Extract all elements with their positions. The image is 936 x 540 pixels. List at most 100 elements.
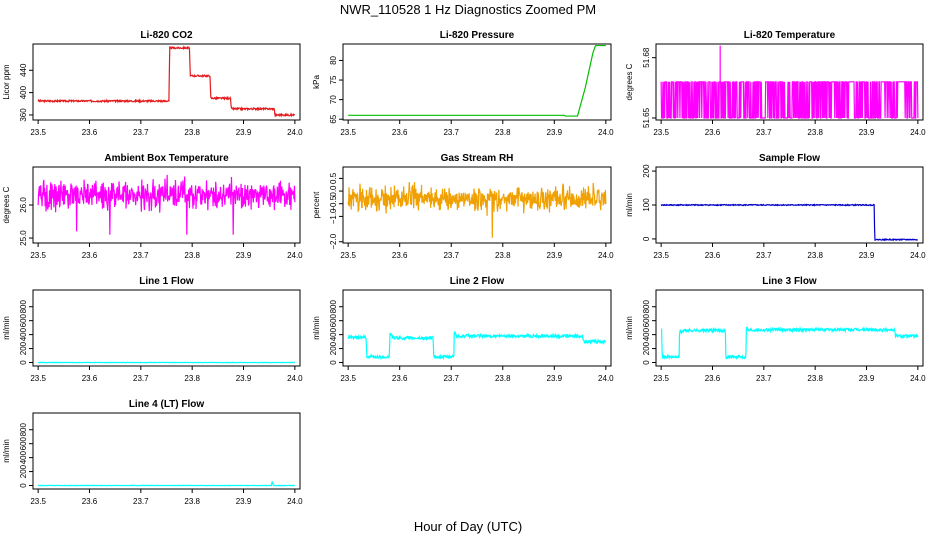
x-tick-label: 23.8 [495, 251, 511, 260]
x-tick-label: 23.7 [756, 251, 772, 260]
x-tick-label: 24.0 [910, 251, 926, 260]
panel-title: Line 3 Flow [762, 276, 817, 287]
x-tick-label: 23.7 [443, 251, 459, 260]
y-tick-label: 100 [642, 198, 651, 212]
x-tick-label: 23.5 [340, 374, 356, 383]
y-axis-label: Licor ppm [2, 64, 11, 99]
panel-1: Li-820 CO2 Licor ppm 23.5 23.6 23.7 23.8 23.9 2… [2, 30, 303, 137]
y-tick-label: 75 [329, 75, 338, 84]
panel-title: Li-820 Pressure [440, 30, 515, 41]
y-axis-label: ml/min [312, 316, 321, 340]
x-tick-label: 23.5 [340, 251, 356, 260]
x-tick-label: 24.0 [287, 251, 303, 260]
y-tick-label: −2.0 [329, 233, 338, 249]
x-tick-label: 23.6 [82, 251, 98, 260]
y-tick-label: 200 [19, 464, 28, 478]
plot-frame [655, 43, 924, 121]
x-tick-label: 23.8 [184, 374, 200, 383]
y-tick-label: 400 [329, 327, 338, 341]
y-axis-label: degrees C [2, 186, 11, 223]
x-tick-label: 23.9 [547, 251, 563, 260]
x-tick-label: 23.9 [236, 251, 252, 260]
x-tick-label: 23.7 [756, 128, 772, 137]
x-tick-label: 23.8 [184, 251, 200, 260]
y-tick-label: −0.5 [329, 195, 338, 211]
x-tick-label: 24.0 [910, 128, 926, 137]
y-tick-label: 0 [19, 360, 28, 365]
panel-title: Line 1 Flow [139, 276, 194, 287]
x-tick-label: 23.6 [392, 374, 408, 383]
panel-8: Line 2 Flow ml/min 23.5 23.6 23.7 23.8 23.9 24.… [312, 276, 614, 383]
panel-3: Li-820 Temperature degrees C 23.5 23.6 23.7 2… [625, 30, 926, 137]
y-tick-label: −1.0 [329, 208, 338, 224]
y-axis-label: ml/min [625, 316, 634, 340]
y-tick-label: 200 [19, 341, 28, 355]
figure-title: NWR_110528 1 Hz Diagnostics Zoomed PM [340, 2, 596, 17]
plot-frame [655, 289, 924, 367]
x-tick-label: 23.8 [184, 497, 200, 506]
x-tick-label: 23.5 [30, 128, 46, 137]
y-tick-label: 80 [329, 55, 338, 64]
y-tick-label: 800 [642, 300, 651, 314]
x-tick-label: 23.5 [653, 128, 669, 137]
figure-xlabel: Hour of Day (UTC) [414, 519, 522, 534]
y-tick-label: 200 [329, 341, 338, 355]
plot-frame [342, 166, 612, 244]
y-tick-label: 440 [19, 63, 28, 77]
x-tick-label: 23.9 [859, 128, 875, 137]
panel-title: Line 4 (LT) Flow [129, 399, 205, 410]
x-tick-label: 23.6 [392, 251, 408, 260]
panel-4: Ambient Box Temperature degrees C 23.5 23.6… [2, 153, 303, 260]
x-tick-label: 23.9 [547, 128, 563, 137]
y-tick-label: 200 [642, 341, 651, 355]
panel-title: Ambient Box Temperature [104, 153, 229, 164]
plot-frame [32, 412, 301, 490]
plot-frame [342, 43, 612, 121]
y-axis-label: ml/min [2, 316, 11, 340]
y-tick-label: 0 [329, 360, 338, 365]
x-tick-label: 24.0 [287, 128, 303, 137]
x-tick-label: 24.0 [287, 497, 303, 506]
y-tick-label: 800 [19, 300, 28, 314]
panel-title: Line 2 Flow [450, 276, 505, 287]
y-tick-label: 70 [329, 95, 338, 104]
series-line [37, 480, 295, 487]
y-tick-label: 0.5 [329, 172, 338, 184]
series-line [37, 174, 296, 235]
y-tick-label: 51.65 [642, 107, 651, 128]
x-tick-label: 23.5 [30, 497, 46, 506]
x-tick-label: 23.6 [705, 374, 721, 383]
panel-title: Gas Stream RH [441, 153, 514, 164]
x-tick-label: 23.8 [495, 374, 511, 383]
x-tick-label: 23.6 [82, 374, 98, 383]
plot-frame [32, 43, 301, 121]
panel-title: Li-820 CO2 [140, 30, 193, 41]
x-tick-label: 23.8 [807, 251, 823, 260]
x-tick-label: 23.7 [133, 374, 149, 383]
x-tick-label: 23.8 [495, 128, 511, 137]
y-axis-label: percent [312, 191, 321, 218]
x-tick-label: 23.8 [807, 128, 823, 137]
panel-9: Line 3 Flow ml/min 23.5 23.6 23.7 23.8 23.9 24.… [625, 276, 926, 383]
y-tick-label: 0.0 [329, 185, 338, 197]
x-tick-label: 24.0 [287, 374, 303, 383]
x-tick-label: 23.6 [705, 128, 721, 137]
panel-2: Li-820 Pressure kPa 23.5 23.6 23.7 23.8 23.9 24… [312, 30, 614, 137]
y-tick-label: 0 [642, 360, 651, 365]
y-tick-label: 360 [19, 108, 28, 122]
panel-6: Sample Flow ml/min 23.5 23.6 23.7 23.8 23.9 24.… [625, 153, 926, 260]
x-tick-label: 23.6 [82, 497, 98, 506]
y-axis-label: ml/min [625, 193, 634, 217]
panel-title: Sample Flow [759, 153, 820, 164]
x-tick-label: 24.0 [598, 128, 614, 137]
series-line [348, 44, 606, 117]
x-tick-label: 23.6 [392, 128, 408, 137]
x-tick-label: 23.7 [133, 497, 149, 506]
y-axis-label: degrees C [625, 63, 634, 100]
y-tick-label: 400 [19, 450, 28, 464]
x-tick-label: 23.5 [653, 374, 669, 383]
y-tick-label: 26.0 [19, 197, 28, 213]
x-tick-label: 23.5 [653, 251, 669, 260]
y-tick-label: 400 [642, 327, 651, 341]
x-tick-label: 23.9 [859, 374, 875, 383]
